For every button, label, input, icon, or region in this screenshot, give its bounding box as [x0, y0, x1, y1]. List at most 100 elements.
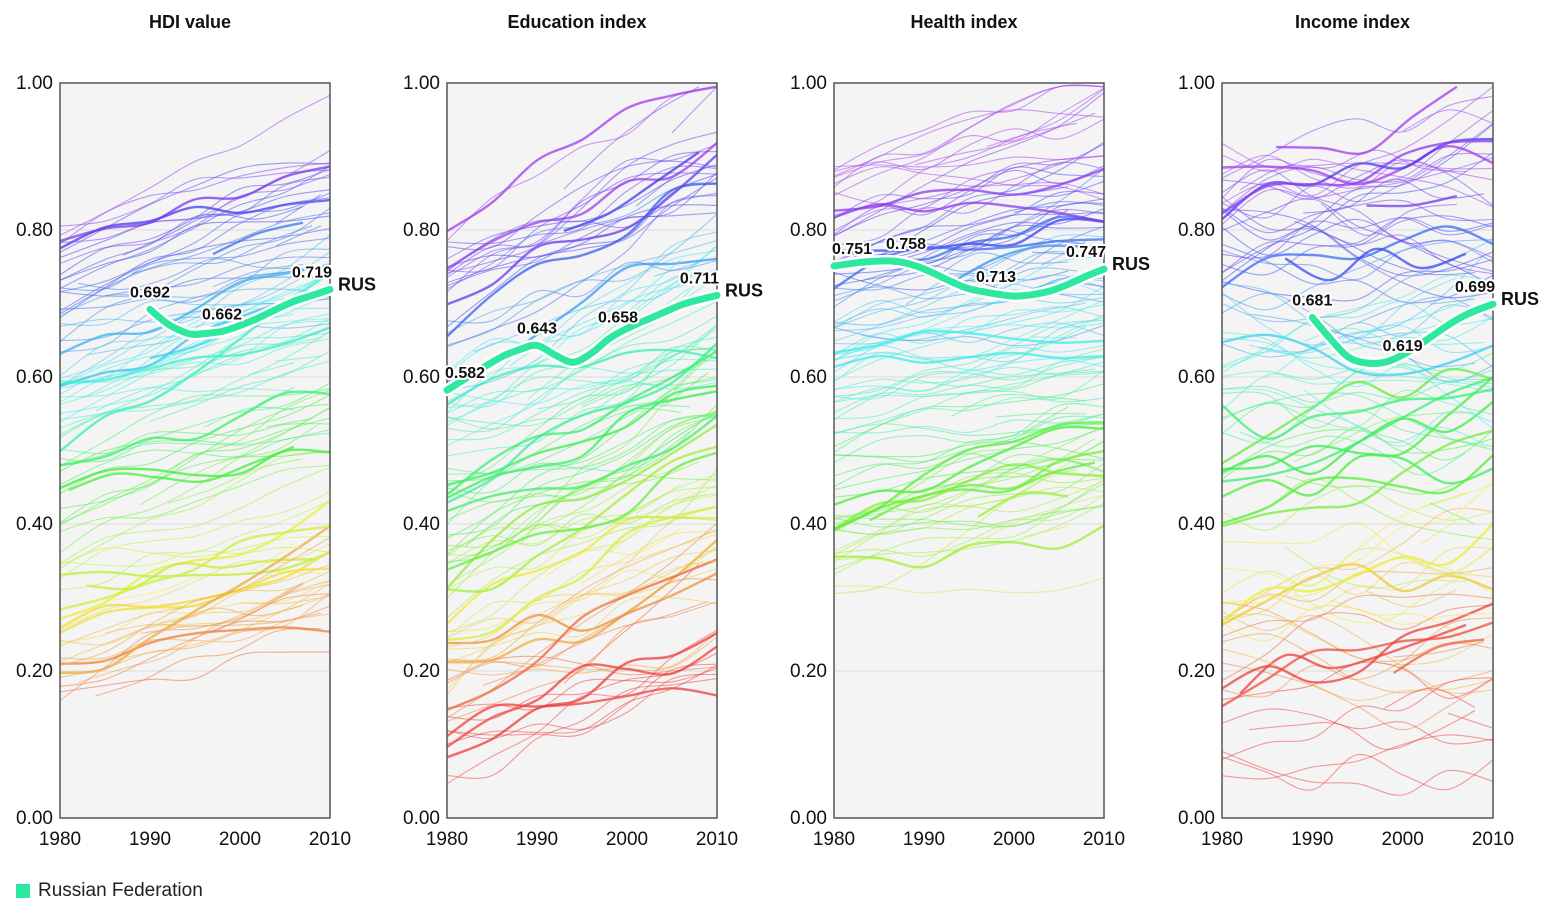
charts-svg: HDI value 0.00 0.20 0.40 0.60 0.80 1.00 1980 199… [16, 12, 1539, 850]
y-tick-label: 0.20 [403, 661, 440, 682]
country-line [1221, 154, 1494, 208]
country-line [833, 208, 1105, 263]
country-line [905, 250, 1087, 305]
country-line [1221, 139, 1494, 215]
country-line [1294, 220, 1475, 276]
country-line [446, 346, 718, 488]
country-line [446, 506, 718, 696]
value-label: 0.751 [832, 241, 872, 258]
country-line [896, 469, 1078, 495]
country-line [266, 417, 313, 428]
panel-3: Health index 0.00 0.20 0.40 0.60 0.80 1.00 1980… [790, 12, 1150, 850]
value-label: 0.747 [1066, 244, 1106, 261]
country-line [1221, 316, 1494, 367]
country-line [833, 224, 1105, 287]
country-line [581, 324, 718, 408]
country-line [446, 629, 718, 785]
panel-1: HDI value 0.00 0.20 0.40 0.60 0.80 1.00 1980 199… [16, 12, 376, 850]
plot-frame [446, 82, 718, 819]
country-line [59, 464, 331, 532]
country-line [59, 248, 331, 353]
country-line [1221, 144, 1494, 186]
country-line [833, 166, 1105, 220]
country-line [1221, 376, 1494, 498]
country-line [995, 326, 1087, 360]
y-tick-label: 0.80 [1178, 220, 1215, 241]
country-line [833, 256, 1105, 362]
country-line [833, 166, 1105, 201]
value-label: 0.658 [598, 309, 638, 326]
country-line [581, 531, 718, 584]
country-line [446, 358, 718, 409]
value-label: 0.643 [517, 320, 557, 337]
country-line [446, 486, 718, 564]
plot-frame [833, 82, 1105, 819]
country-line [1447, 712, 1494, 729]
country-line [59, 388, 331, 467]
country-line [446, 301, 718, 415]
country-line [1402, 109, 1494, 132]
country-line [59, 271, 331, 387]
country-line [59, 251, 331, 377]
x-tick-label: 1990 [903, 829, 945, 850]
country-line [59, 422, 331, 466]
y-tick-label: 0.20 [790, 661, 827, 682]
series-end-label: RUS [725, 280, 763, 300]
x-tick-label: 1980 [1201, 829, 1243, 850]
country-line [275, 225, 322, 247]
country-line [446, 85, 718, 233]
country-line [275, 571, 322, 575]
country-line [1393, 641, 1485, 658]
country-line [833, 322, 1105, 345]
country-line [833, 167, 1105, 212]
country-line [1221, 429, 1494, 528]
country-line [446, 348, 718, 427]
country-line [1221, 507, 1494, 622]
y-tick-label: 0.40 [1178, 514, 1215, 535]
x-tick-label: 1990 [129, 829, 171, 850]
country-line [59, 417, 331, 472]
country-line [59, 317, 331, 396]
y-tick-label: 0.00 [16, 808, 53, 829]
country-line [1285, 475, 1467, 495]
country-line [1221, 522, 1494, 594]
country-line [59, 316, 331, 329]
country-line [59, 169, 331, 227]
country-line [833, 413, 1105, 437]
country-line [1221, 454, 1494, 525]
country-line [446, 578, 718, 684]
country-line [59, 227, 331, 293]
country-line [1420, 513, 1467, 545]
country-line [59, 491, 331, 580]
country-line [59, 651, 331, 693]
x-tick-label: 2010 [1472, 829, 1514, 850]
country-line [986, 267, 1078, 291]
country-line [446, 601, 718, 722]
country-line [446, 164, 718, 272]
country-line [446, 165, 718, 245]
country-line [59, 317, 331, 405]
panel-2: Education index 0.00 0.20 0.40 0.60 0.80 1.00 1… [403, 12, 763, 850]
country-line [1221, 522, 1494, 623]
value-label: 0.662 [202, 306, 242, 323]
country-line [158, 586, 295, 624]
country-line [59, 176, 331, 281]
country-line [833, 366, 1105, 403]
country-line [446, 547, 718, 639]
country-line [446, 631, 718, 676]
country-line [1221, 217, 1494, 276]
country-line [1221, 481, 1494, 604]
country-line [446, 632, 718, 759]
country-line [275, 355, 322, 362]
country-line [446, 474, 718, 503]
highlight-line [146, 286, 334, 338]
country-line [1249, 710, 1476, 750]
series-end-label: RUS [1112, 254, 1150, 274]
x-tick-label: 2000 [606, 829, 648, 850]
country-line [1221, 602, 1494, 690]
country-line [77, 258, 304, 290]
country-line [1239, 431, 1467, 476]
y-tick-label: 0.60 [403, 367, 440, 388]
y-tick-label: 0.20 [16, 661, 53, 682]
country-line [563, 151, 700, 233]
